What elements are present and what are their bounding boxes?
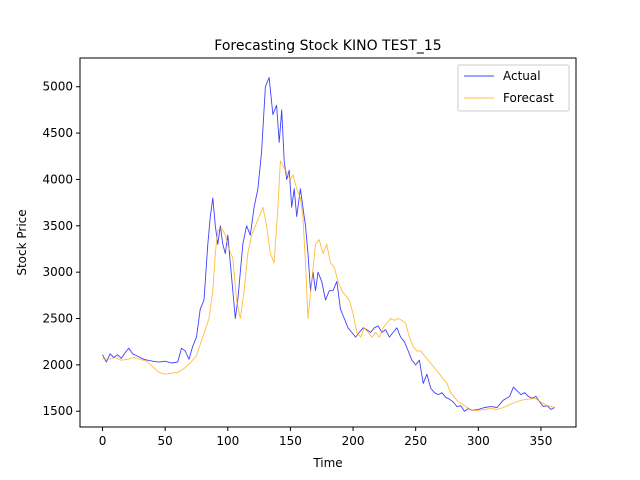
y-tick-label: 1500 (42, 404, 73, 418)
plot-area (80, 58, 576, 427)
x-tick-label: 0 (99, 434, 107, 448)
y-tick-label: 2000 (42, 358, 73, 372)
plot-frame (79, 57, 577, 428)
x-axis: 0 50 100 150 200 250 300 350 (99, 427, 552, 448)
y-axis: 1500 2000 2500 3000 3500 4000 4500 5000 (42, 80, 80, 418)
legend-label-forecast: Forecast (503, 91, 554, 105)
series-layer (102, 77, 555, 412)
legend: Actual Forecast (457, 64, 570, 112)
y-tick-label: 5000 (42, 80, 73, 94)
chart-title: Forecasting Stock KINO TEST_15 (214, 38, 441, 54)
x-tick-label: 350 (529, 434, 552, 448)
x-tick-label: 150 (279, 434, 302, 448)
x-tick-label: 50 (158, 434, 173, 448)
x-axis-label: Time (312, 456, 342, 470)
legend-label-actual: Actual (503, 69, 541, 83)
y-tick-label: 3000 (42, 265, 73, 279)
x-tick-label: 300 (467, 434, 490, 448)
y-tick-label: 3500 (42, 219, 73, 233)
x-tick-label: 100 (216, 434, 239, 448)
y-tick-label: 2500 (42, 312, 73, 326)
y-tick-label: 4500 (42, 126, 73, 140)
series-line-forecast (102, 160, 555, 411)
x-tick-label: 200 (342, 434, 365, 448)
y-axis-label: Stock Price (15, 209, 29, 275)
x-tick-label: 250 (404, 434, 427, 448)
y-tick-label: 4000 (42, 172, 73, 186)
